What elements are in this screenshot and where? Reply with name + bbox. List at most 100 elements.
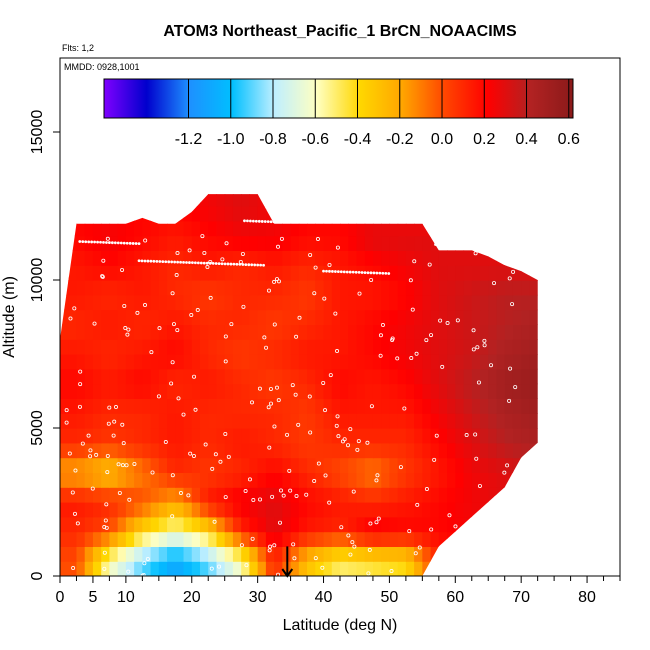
track-point [80, 441, 85, 446]
field-cell [232, 516, 242, 533]
field-cell [232, 487, 242, 503]
field-cell [471, 413, 481, 429]
field-cell [224, 250, 234, 266]
field-cell [249, 194, 259, 207]
field-cell [463, 487, 473, 503]
field-cell [538, 265, 547, 280]
track-point [508, 245, 512, 249]
field-cell [167, 194, 176, 207]
track-point [174, 273, 179, 278]
field-cell [356, 398, 366, 414]
field-cell [405, 235, 415, 251]
field-cell [257, 206, 267, 222]
field-cell [224, 457, 234, 473]
field-cell [512, 220, 522, 237]
field-cell [438, 354, 448, 370]
field-cell [512, 531, 522, 547]
field-cell [422, 561, 432, 576]
field-cell [529, 487, 538, 503]
field-cell [447, 502, 456, 518]
field-cell [438, 294, 448, 311]
field-cell [438, 472, 448, 488]
track-point [488, 363, 493, 368]
field-cell [167, 442, 176, 459]
field-cell [512, 442, 522, 459]
field-cell [175, 194, 185, 207]
field-cell [200, 472, 209, 488]
field-cell [265, 324, 275, 340]
field-cell [101, 309, 111, 325]
field-cell [364, 561, 374, 576]
field-cell [405, 487, 415, 503]
field-cell [331, 442, 341, 459]
track-point [137, 259, 141, 263]
field-cell [92, 442, 102, 459]
field-cell [60, 354, 69, 370]
field-cell [101, 206, 111, 222]
field-cell [134, 413, 143, 429]
field-cell [200, 487, 209, 503]
field-cell [463, 516, 473, 533]
field-cell [249, 250, 259, 266]
field-cell [125, 265, 135, 281]
field-cell [323, 324, 333, 340]
track-point [321, 380, 326, 385]
track-point [238, 262, 242, 266]
track-point [443, 243, 446, 247]
field-cell [134, 472, 143, 488]
field-cell [422, 294, 432, 311]
field-cell [488, 294, 498, 311]
field-cell [290, 265, 300, 281]
field-cell [546, 546, 555, 561]
field-cell [191, 250, 201, 266]
field-cell [397, 502, 407, 518]
field-cell [232, 235, 242, 251]
field-cell [175, 561, 185, 576]
field-cell [208, 206, 218, 222]
field-cell [92, 309, 102, 325]
field-cell [348, 413, 358, 429]
field-cell [290, 457, 300, 473]
field-cell [175, 339, 185, 355]
field-cell [282, 516, 292, 533]
field-cell [257, 398, 267, 414]
field-cell [158, 413, 168, 429]
field-cell [183, 457, 193, 473]
field-cell [364, 194, 374, 207]
field-cell [158, 339, 168, 355]
field-cell [471, 561, 481, 576]
field-cell [109, 531, 119, 547]
field-cell [455, 294, 465, 311]
field-cell [463, 383, 473, 399]
field-cell [249, 339, 259, 355]
field-cell [331, 206, 341, 222]
field-cell [447, 457, 456, 473]
field-cell [496, 487, 506, 503]
field-cell [455, 265, 465, 281]
track-point [145, 556, 150, 561]
field-cell [241, 457, 251, 473]
field-cell [521, 428, 531, 444]
field-cell [92, 546, 102, 562]
field-cell [529, 354, 538, 370]
field-cell [323, 413, 333, 429]
field-cell [109, 413, 119, 429]
field-cell [208, 516, 218, 533]
field-cell [274, 457, 283, 473]
field-cell [422, 502, 432, 518]
field-cell [175, 502, 185, 518]
track-point [374, 520, 379, 525]
track-point [272, 322, 277, 327]
track-point [175, 251, 180, 256]
field-cell [414, 516, 423, 533]
field-cell [232, 502, 242, 518]
field-cell [463, 235, 473, 251]
track-point [270, 494, 275, 499]
field-cell [183, 516, 193, 533]
track-point [376, 516, 381, 521]
field-cell [117, 383, 127, 399]
field-cell [538, 443, 547, 458]
field-cell [405, 309, 415, 325]
field-cell [68, 413, 78, 429]
field-cell [274, 398, 283, 414]
